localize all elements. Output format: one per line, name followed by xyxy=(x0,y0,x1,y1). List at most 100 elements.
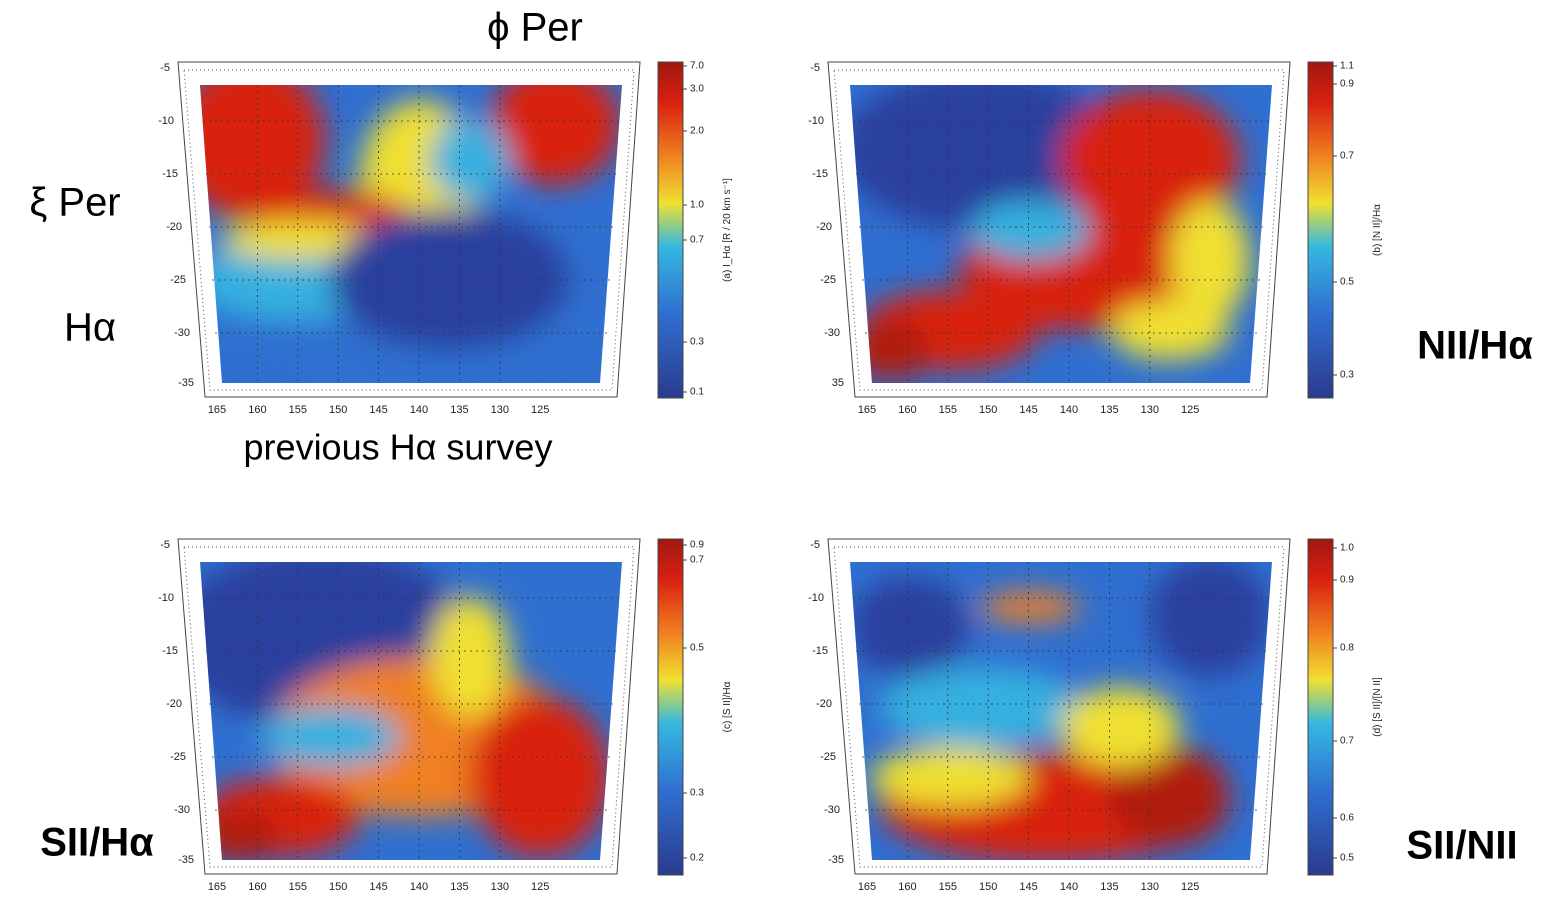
y-tick-label: -30 xyxy=(174,804,190,816)
y-tick-label: -25 xyxy=(170,274,186,286)
annotation: NII/Hα xyxy=(1417,324,1533,368)
y-tick-label: -35 xyxy=(178,854,194,866)
colorbar-title: (c) [S II]/Hα xyxy=(722,681,733,732)
x-tick-label: 130 xyxy=(1141,404,1159,416)
colorbar-tick-label: 1.1 xyxy=(1340,61,1354,72)
map xyxy=(850,562,1272,860)
y-tick-label: -30 xyxy=(824,327,840,339)
x-tick-label: 150 xyxy=(329,404,347,416)
colorbar-tick-label: 0.5 xyxy=(1340,277,1354,288)
annotation: ξ Per xyxy=(29,181,120,225)
panel: -5 -10 -15 -20 -25 -30 -35 165 160 155 150 145 140 13… xyxy=(158,61,733,416)
map-region xyxy=(1110,300,1230,360)
frame-inner xyxy=(833,546,1285,868)
map-region xyxy=(1110,747,1230,847)
map xyxy=(200,562,622,860)
colorbar-tick-label: 0.9 xyxy=(1340,575,1354,586)
map-region xyxy=(1170,200,1250,320)
map-blobs xyxy=(850,85,1250,380)
x-tick-label: 145 xyxy=(369,881,387,893)
y-tick-label: -10 xyxy=(158,592,174,604)
panel: -5 -10 -15 -20 -25 -30 -35 165 160 155 150 145 140 13… xyxy=(158,538,733,893)
x-tick-label: 155 xyxy=(289,881,307,893)
map-blobs xyxy=(200,85,620,380)
y-tick-label: -5 xyxy=(160,62,170,74)
x-tick-label: 125 xyxy=(1181,881,1199,893)
x-tick-label: 135 xyxy=(1100,404,1118,416)
map-region xyxy=(220,220,380,260)
colorbar xyxy=(1307,538,1334,876)
colorbar xyxy=(657,61,684,399)
map-region xyxy=(430,120,510,200)
x-tick-label: 145 xyxy=(1019,404,1037,416)
x-tick-label: 145 xyxy=(369,404,387,416)
x-tick-label: 165 xyxy=(208,881,226,893)
map-region xyxy=(850,577,970,677)
x-tick-label: 125 xyxy=(531,881,549,893)
y-tick-label: -20 xyxy=(166,698,182,710)
x-tick-label: 130 xyxy=(491,404,509,416)
panel: -5 -10 -15 -20 -25 -30 35 165 160 155 150 145 140 135… xyxy=(808,61,1383,416)
annotation: previous Hα survey xyxy=(244,427,553,468)
annotation: SII/Hα xyxy=(40,821,154,865)
y-tick-label: -15 xyxy=(812,168,828,180)
y-tick-label: -30 xyxy=(174,327,190,339)
y-tick-label: -10 xyxy=(808,592,824,604)
map-region xyxy=(490,85,620,185)
x-tick-label: 165 xyxy=(858,404,876,416)
colorbar-title: (a) I_Hα [R / 20 km s⁻¹] xyxy=(722,178,733,282)
colorbar-tick-label: 0.9 xyxy=(1340,79,1354,90)
map-region xyxy=(1060,687,1180,767)
y-tick-label: 35 xyxy=(832,377,844,389)
x-tick-label: 130 xyxy=(491,881,509,893)
map-region xyxy=(200,812,280,860)
map-region xyxy=(1150,562,1270,677)
x-tick-label: 155 xyxy=(289,404,307,416)
map-blobs xyxy=(850,562,1270,860)
x-tick-label: 160 xyxy=(248,404,266,416)
map-region xyxy=(200,85,325,220)
x-tick-label: 135 xyxy=(450,404,468,416)
map xyxy=(850,85,1272,383)
x-tick-label: 150 xyxy=(979,404,997,416)
x-tick-label: 140 xyxy=(1060,881,1078,893)
y-tick-label: -20 xyxy=(166,221,182,233)
colorbar-tick-label: 0.5 xyxy=(1340,853,1354,864)
colorbar-tick-label: 0.7 xyxy=(690,555,704,566)
colorbar xyxy=(657,538,684,876)
y-tick-label: -25 xyxy=(820,751,836,763)
x-tick-label: 135 xyxy=(450,881,468,893)
colorbar-tick-label: 0.1 xyxy=(690,387,704,398)
colorbar-tick-label: 0.7 xyxy=(1340,151,1354,162)
x-tick-label: 130 xyxy=(1141,881,1159,893)
map-region xyxy=(970,200,1090,260)
frame-inner xyxy=(183,546,635,868)
colorbar-title: (b) [N II]/Hα xyxy=(1372,204,1383,256)
x-tick-label: 140 xyxy=(410,404,428,416)
map xyxy=(200,85,622,383)
y-tick-label: -5 xyxy=(160,539,170,551)
annotation: Hα xyxy=(64,306,116,350)
x-tick-label: 140 xyxy=(1060,404,1078,416)
x-tick-label: 160 xyxy=(248,881,266,893)
frame-inner xyxy=(183,69,635,391)
frame xyxy=(827,538,1291,875)
x-tick-label: 135 xyxy=(1100,881,1118,893)
y-tick-label: -20 xyxy=(816,698,832,710)
colorbar-tick-label: 7.0 xyxy=(690,61,704,72)
y-tick-label: -5 xyxy=(810,62,820,74)
colorbar-tick-label: 0.8 xyxy=(1340,643,1354,654)
frame xyxy=(177,61,641,398)
x-tick-label: 155 xyxy=(939,881,957,893)
x-tick-label: 150 xyxy=(329,881,347,893)
x-tick-label: 165 xyxy=(208,404,226,416)
y-tick-label: -15 xyxy=(162,168,178,180)
y-tick-label: -25 xyxy=(170,751,186,763)
y-tick-label: -35 xyxy=(828,854,844,866)
map-region xyxy=(470,697,610,857)
colorbar-tick-label: 0.7 xyxy=(1340,736,1354,747)
map-region xyxy=(1060,90,1240,230)
y-tick-label: -10 xyxy=(158,115,174,127)
colorbar-tick-label: 0.3 xyxy=(1340,370,1354,381)
colorbar-tick-label: 0.9 xyxy=(690,540,704,551)
